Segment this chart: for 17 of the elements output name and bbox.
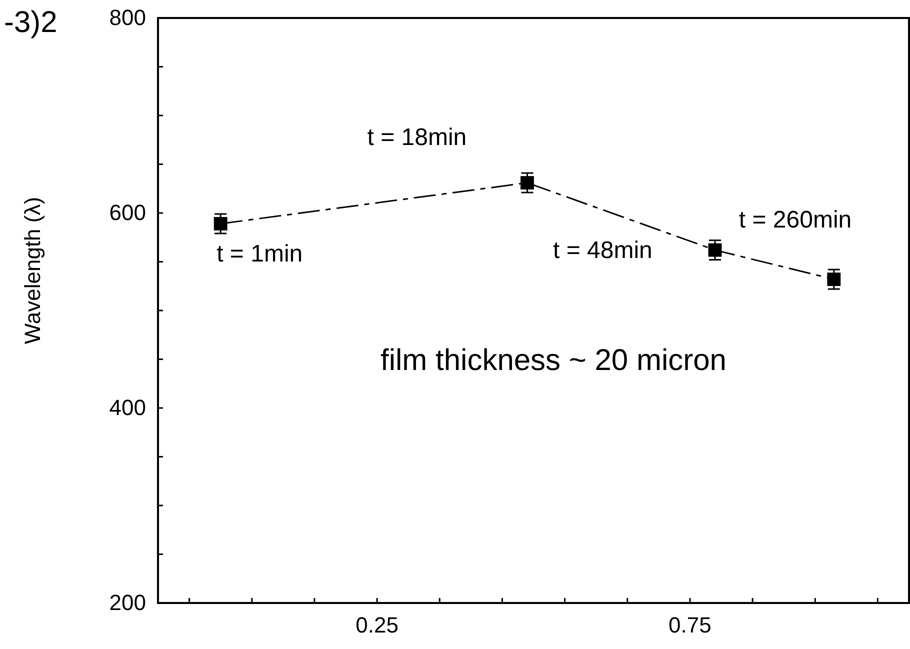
text: -3)2 <box>4 6 58 39</box>
annotation: t = 18min <box>367 124 467 151</box>
annotation: t = 1min <box>216 240 303 268</box>
annotation: t = 260min <box>738 206 852 234</box>
y-tick-label: 400 <box>109 395 146 420</box>
x-tick-label: 0.25 <box>356 612 398 638</box>
point <box>708 243 722 257</box>
y-axis-title: Wavelength (λ) <box>20 196 45 344</box>
y-tick-label: 800 <box>109 5 146 30</box>
y-tick-label: 200 <box>109 590 146 616</box>
y-tick-label: 600 <box>109 200 146 226</box>
point <box>827 272 841 286</box>
x-tick-label: 0.75 <box>668 612 712 638</box>
point <box>520 176 534 190</box>
annotation: film thickness ~ 20 micron <box>380 344 726 377</box>
annotation: t = 48min <box>552 237 652 264</box>
point <box>214 217 228 230</box>
